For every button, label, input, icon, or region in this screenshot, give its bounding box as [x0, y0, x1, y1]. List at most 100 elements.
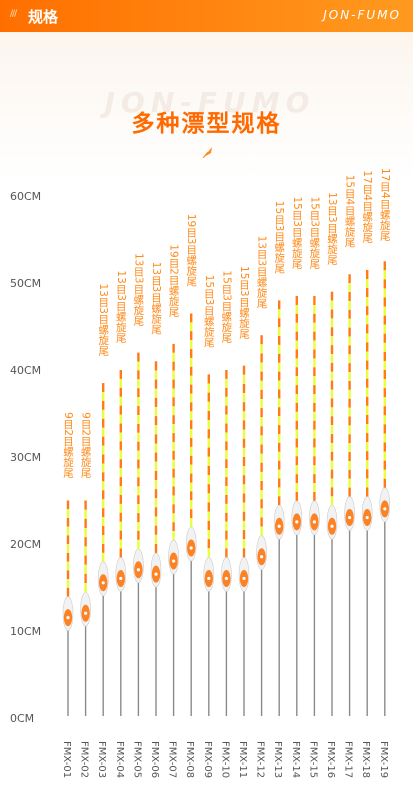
float-tip-segment [278, 353, 281, 363]
float-tip-segment [190, 473, 193, 483]
float-tip-segment [383, 306, 386, 316]
float-tip-segment [330, 478, 334, 488]
float-tip-segment [207, 456, 210, 466]
float-tip-segment [207, 429, 210, 439]
float-tip-segment [119, 530, 122, 540]
float-tip-segment [260, 335, 263, 345]
float-tip-segment [172, 486, 175, 496]
float-body-logo [172, 559, 176, 563]
model-label: FMX-10 [219, 741, 230, 778]
float-tip-segment [295, 394, 298, 403]
float-tip-segment [119, 521, 122, 531]
float-tip-segment [313, 402, 316, 412]
float-tip-segment [383, 351, 386, 361]
float-body-logo [295, 520, 299, 524]
float-tip-segment [260, 380, 263, 390]
float-tip-segment [172, 352, 175, 362]
tail-label: 15目4目螺旋尾 [344, 175, 356, 248]
float-tip-segment [295, 438, 298, 448]
float-tip-segment [348, 434, 351, 444]
float-tip-segment [137, 406, 140, 416]
float-tip-segment [190, 384, 193, 394]
float-tip-segment [366, 369, 369, 379]
float-tip-segment [102, 418, 105, 428]
float-tip-segment [190, 438, 193, 447]
float-tip-segment [242, 402, 246, 412]
float-tip-segment [313, 438, 316, 448]
float-tip-segment [102, 400, 105, 410]
float-tip-segment [172, 388, 175, 398]
float-tip-segment [225, 450, 228, 460]
model-label: FMX-11 [237, 741, 248, 778]
float-tip-segment [190, 331, 193, 341]
float-tip-segment [260, 417, 263, 427]
float-tip-segment [348, 425, 351, 435]
float-tip-segment [66, 587, 70, 597]
float-tip-segment [278, 371, 281, 381]
float-tip-segment [348, 416, 351, 426]
float-tip-segment [260, 453, 263, 463]
float-tip-segment [172, 415, 175, 425]
float-tip-segment [225, 423, 228, 433]
float-tip-segment [84, 555, 87, 565]
float-body-logo [207, 576, 211, 581]
float-tip-segment [330, 416, 334, 426]
slash-marks-icon: /// [10, 9, 17, 19]
float-tip-segment [84, 518, 87, 529]
model-label: FMX-14 [290, 741, 301, 778]
float-tip-segment [348, 380, 351, 390]
y-tick-label: 50CM [10, 277, 41, 290]
float-tip-segment [225, 521, 228, 531]
float-tip-segment [313, 367, 316, 377]
float-tip-segment [295, 296, 298, 305]
float-tip-segment [137, 361, 140, 371]
float-tip-segment [66, 500, 70, 510]
brand-logo: JON-FUMO [323, 8, 401, 22]
float-tip-segment [137, 423, 140, 433]
float-tip-segment [383, 342, 386, 352]
float-tip-segment [330, 469, 334, 479]
float-tip-segment [242, 539, 246, 549]
float-tip-segment [295, 376, 298, 386]
float-tip-segment [383, 370, 386, 380]
feather-icon [202, 147, 212, 158]
float-tip-segment [313, 296, 316, 305]
float-body-logo [101, 581, 105, 585]
float-tip-segment [154, 397, 158, 407]
float-tip-segment [66, 509, 70, 518]
float-tip-segment [119, 468, 122, 478]
float-tip-segment [313, 376, 316, 386]
float-tip-segment [119, 378, 122, 388]
float-tip-segment [383, 324, 386, 334]
float-tip-segment [154, 361, 158, 371]
float-tip-segment [295, 420, 298, 430]
float-tip-segment [225, 459, 228, 469]
float-tip-segment [207, 401, 210, 411]
float-tip-segment [172, 370, 175, 380]
float-tip-segment [102, 481, 105, 491]
float-tip-segment [260, 481, 263, 491]
float-tip-segment [242, 456, 246, 467]
float-tip-segment [330, 425, 334, 435]
float-tip-segment [295, 465, 298, 475]
float-tip-segment [366, 478, 369, 488]
float-tip-segment [383, 279, 386, 289]
float-tip-segment [313, 456, 316, 466]
float-tip-segment [295, 358, 298, 368]
float-tip-segment [190, 366, 193, 376]
float-tip-segment [242, 393, 246, 403]
float-tip-segment [172, 433, 175, 442]
float-tip-segment [330, 389, 334, 399]
float-tip-segment [119, 432, 122, 442]
float-tip-segment [295, 402, 298, 412]
float-tip-segment [348, 274, 351, 284]
y-tick-label: 20CM [10, 538, 41, 551]
float-tip-segment [330, 318, 334, 328]
float-tip-segment [295, 447, 298, 457]
float-tip-segment [154, 461, 158, 471]
float-tip-segment [260, 344, 263, 354]
float-tip-segment [330, 442, 334, 452]
float-tip-segment [119, 486, 122, 495]
float-tip-segment [330, 407, 334, 417]
float-tip-segment [278, 425, 281, 434]
